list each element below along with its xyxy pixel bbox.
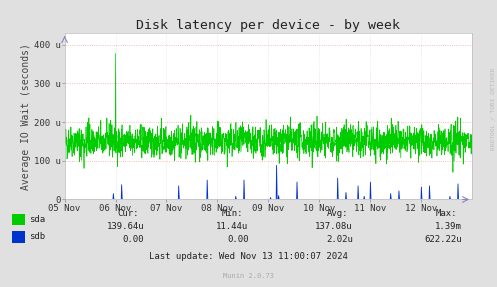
Text: Last update: Wed Nov 13 11:00:07 2024: Last update: Wed Nov 13 11:00:07 2024	[149, 251, 348, 261]
Title: Disk latency per device - by week: Disk latency per device - by week	[136, 19, 401, 32]
Text: Avg:: Avg:	[327, 209, 348, 218]
Text: RRDTOOL / TOBI OETIKER: RRDTOOL / TOBI OETIKER	[491, 68, 496, 150]
Text: 2.02u: 2.02u	[326, 235, 353, 244]
Text: 137.08u: 137.08u	[315, 222, 353, 231]
Text: 11.44u: 11.44u	[216, 222, 248, 231]
Text: Munin 2.0.73: Munin 2.0.73	[223, 273, 274, 278]
Text: sdb: sdb	[29, 232, 45, 241]
Text: Cur:: Cur:	[118, 209, 139, 218]
Text: 622.22u: 622.22u	[424, 235, 462, 244]
Text: 0.00: 0.00	[123, 235, 144, 244]
Text: sda: sda	[29, 215, 45, 224]
Y-axis label: Average IO Wait (seconds): Average IO Wait (seconds)	[21, 43, 31, 190]
Text: 139.64u: 139.64u	[106, 222, 144, 231]
Text: Min:: Min:	[222, 209, 244, 218]
Text: Max:: Max:	[436, 209, 457, 218]
Text: 1.39m: 1.39m	[435, 222, 462, 231]
Text: 0.00: 0.00	[227, 235, 248, 244]
